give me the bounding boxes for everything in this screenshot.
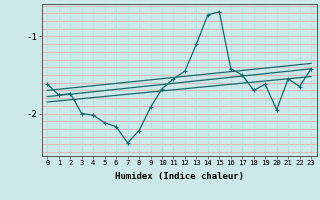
X-axis label: Humidex (Indice chaleur): Humidex (Indice chaleur) bbox=[115, 172, 244, 181]
